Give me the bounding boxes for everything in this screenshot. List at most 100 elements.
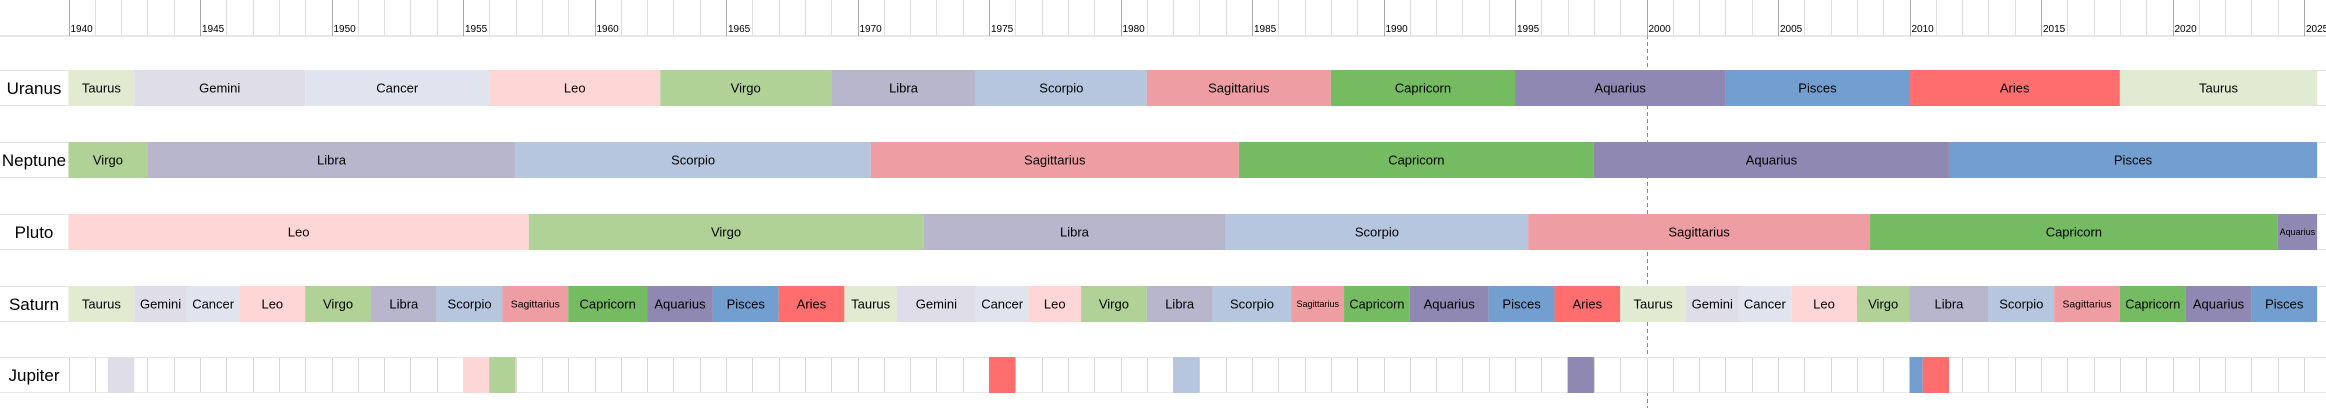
segment-label: Taurus	[82, 81, 122, 96]
segment-label: Pisces	[2265, 297, 2304, 312]
segment-aries	[1922, 357, 1949, 393]
segment-sagittarius	[1291, 286, 1345, 322]
segment-capricorn	[1870, 214, 2278, 250]
segment-taurus	[844, 286, 897, 322]
segment-label: Pisces	[727, 297, 766, 312]
segment-gemini	[134, 70, 306, 106]
segment-label: Capricorn	[1395, 81, 1451, 96]
x-tick-label: 1960	[597, 24, 620, 35]
x-tick-label: 1975	[991, 24, 1014, 35]
segment-label: Leo	[288, 225, 310, 240]
segment-label: Scorpio	[671, 153, 715, 168]
x-tick-label: 2015	[2043, 24, 2066, 35]
segment-label: Scorpio	[1355, 225, 1399, 240]
segment-gemini	[1685, 286, 1739, 322]
segment-label: Libra	[389, 297, 419, 312]
segment-label: Scorpio	[1039, 81, 1083, 96]
segment-aries	[989, 357, 1016, 393]
segment-leo	[1791, 286, 1857, 322]
segment-scorpio	[1988, 286, 2055, 322]
segment-cancer	[975, 286, 1029, 322]
segment-aquarius	[1409, 286, 1489, 322]
segment-libra	[923, 214, 1226, 250]
segment-label: Virgo	[731, 81, 761, 96]
segment-leo	[1028, 286, 1082, 322]
x-tick-label: 1950	[334, 24, 357, 35]
x-tick-label: 1990	[1386, 24, 1409, 35]
segment-capricorn	[1238, 142, 1594, 178]
x-tick-label: 1945	[202, 24, 225, 35]
segment-gemini	[107, 357, 135, 393]
segment-virgo	[1081, 286, 1147, 322]
segment-pisces	[1909, 357, 1923, 393]
segment-label: Aries	[797, 297, 827, 312]
segment-label: Taurus	[2199, 81, 2239, 96]
segment-label: Gemini	[199, 81, 240, 96]
x-tick-label: 1995	[1517, 24, 1540, 35]
segment-label: Libra	[1934, 297, 1964, 312]
segment-taurus	[1620, 286, 1686, 322]
segment-taurus	[2119, 70, 2318, 106]
segment-scorpio	[975, 70, 1147, 106]
segment-pisces	[2251, 286, 2318, 322]
segment-label: Sagittarius	[511, 300, 560, 311]
segment-label: Libra	[317, 153, 347, 168]
segment-label: Taurus	[851, 297, 891, 312]
time-axis: 1940 1945 1950 1955 1960 1965 1970 1975 1980 1985…	[0, 0, 2326, 37]
segment-taurus	[68, 286, 135, 322]
segment-aquarius	[2185, 286, 2252, 322]
row-background	[0, 357, 2326, 393]
segment-label: Libra	[1060, 225, 1090, 240]
segment-label: Capricorn	[579, 297, 635, 312]
segment-label: Cancer	[376, 81, 419, 96]
segment-label: Libra	[889, 81, 919, 96]
segment-leo	[68, 214, 529, 250]
segment-aquarius	[647, 286, 713, 322]
segment-label: Libra	[1165, 297, 1195, 312]
segment-capricorn	[2119, 286, 2186, 322]
segment-capricorn	[1344, 286, 1410, 322]
x-tick-label: 1965	[728, 24, 751, 35]
segment-scorpio	[1225, 214, 1529, 250]
segment-label: Aries	[1573, 297, 1603, 312]
segment-label: Virgo	[93, 153, 123, 168]
segment-sagittarius	[2054, 286, 2120, 322]
segment-sagittarius	[1146, 70, 1331, 106]
x-tick-label: 1985	[1254, 24, 1277, 35]
segment-aquarius	[1593, 142, 1949, 178]
segment-taurus	[68, 70, 135, 106]
segment-label: Aquarius	[2280, 227, 2316, 237]
planet-label: Uranus	[7, 79, 62, 98]
segment-cancer	[186, 286, 240, 322]
segment-label: Leo	[564, 81, 586, 96]
segment-capricorn	[568, 286, 648, 322]
segment-label: Cancer	[1744, 297, 1787, 312]
segment-cancer	[1738, 286, 1792, 322]
segment-label: Sagittarius	[1024, 153, 1086, 168]
row-uranus: Uranus Taurus Gemini Cancer Leo Virgo Libra Sco…	[0, 70, 2326, 106]
segment-label: Aquarius	[2193, 297, 2245, 312]
segment-label: Leo	[261, 297, 283, 312]
segment-label: Capricorn	[2125, 298, 2180, 312]
segment-gemini	[896, 286, 976, 322]
row-jupiter: Jupiter	[0, 357, 2326, 393]
segment-aries	[778, 286, 845, 322]
segment-label: Sagittarius	[1296, 299, 1339, 309]
segment-virgo	[660, 70, 832, 106]
segment-label: Sagittarius	[2062, 300, 2111, 311]
x-tick-label: 2005	[1780, 24, 1803, 35]
segment-label: Taurus	[1634, 297, 1674, 312]
segment-leo	[489, 70, 661, 106]
segment-libra	[370, 286, 437, 322]
x-tick-label: 1970	[860, 24, 883, 35]
segment-label: Aquarius	[1746, 153, 1798, 168]
segment-scorpio	[515, 142, 871, 178]
segment-virgo	[305, 286, 371, 322]
segment-label: Sagittarius	[1208, 81, 1270, 96]
segment-sagittarius	[870, 142, 1239, 178]
planet-label: Neptune	[2, 151, 66, 170]
segment-virgo	[1856, 286, 1910, 322]
segment-label: Taurus	[82, 297, 122, 312]
segment-label: Capricorn	[1388, 153, 1444, 168]
